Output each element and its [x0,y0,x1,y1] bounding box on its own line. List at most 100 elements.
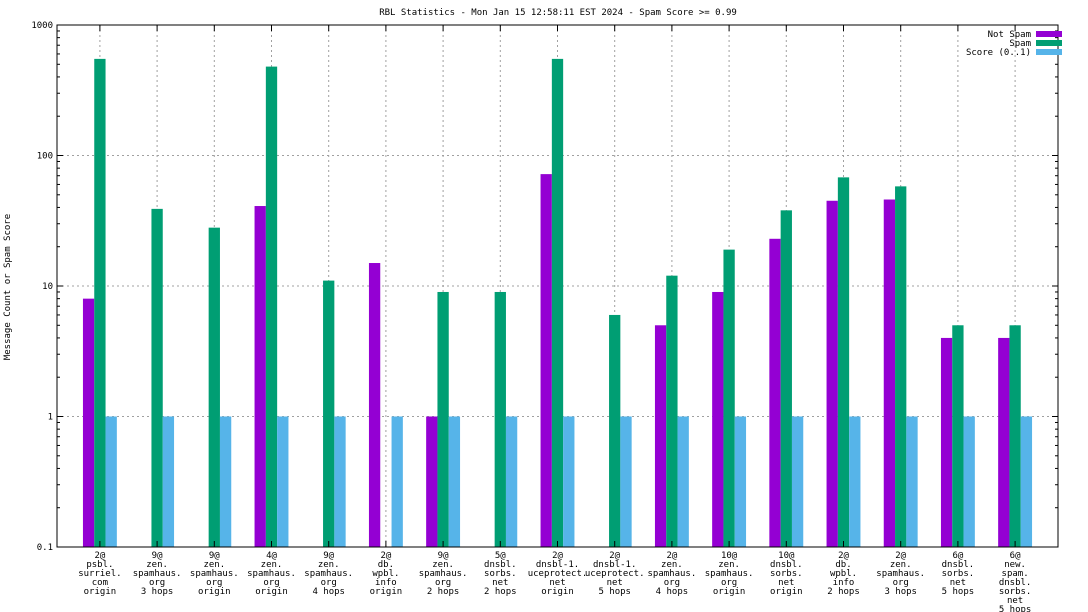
x-tick-label-line: zen. [318,560,340,570]
x-tick-label-line: org [263,578,279,588]
x-tick-label: 9@ zen. spamhaus. org 2 hops [419,551,468,597]
x-tick-label-line: origin [370,587,403,597]
bar-not-spam [368,263,381,547]
x-tick-label-line: 4 hops [312,587,345,597]
x-tick-label-line: net [492,578,508,588]
x-tick-label-line: spamhaus. [304,569,353,579]
x-tick-label: 2@ psbl. surriel. com origin [78,551,121,597]
bar-score-0-1 [791,416,804,547]
y-tick-label: 0.1 [37,543,53,553]
x-tick-label: 2@ dnsbl-1. uceprotect. net origin [528,551,588,597]
x-tick-label-line: sorbs. [484,569,517,579]
x-tick-label-line: spamhaus. [876,569,925,579]
bar-spam [895,186,907,547]
bar-spam [609,314,621,547]
bar-not-spam [82,298,95,547]
bar-spam [265,66,278,547]
bar-spam [551,58,564,547]
x-tick-label: 4@ zen. spamhaus. org origin [247,551,296,597]
x-tick-label-line: org [721,578,737,588]
x-tick-label-line: org [893,578,909,588]
x-tick-label: 10@ dnsbl. sorbs. net origin [770,551,803,597]
bar-score-0-1 [391,416,403,547]
x-tick-label: 9@ zen. spamhaus. org origin [190,551,239,597]
x-tick-label-line: dnsbl-1. [593,560,636,570]
x-tick-label-line: 9@ [152,551,163,561]
x-tick-label-line: sorbs. [770,569,803,579]
bar-score-0-1 [963,416,975,547]
x-tick-label-line: uceprotect. [585,569,645,579]
x-tick-label-line: 6@ [952,551,963,561]
bar-not-spam [254,206,266,547]
x-tick-label: 2@ zen. spamhaus. org 3 hops [876,551,925,597]
legend-label: Score (0..1) [966,48,1031,58]
x-tick-label-line: 2@ [380,551,391,561]
x-tick-label-line: zen. [146,560,168,570]
x-tick-label-line: 10@ [721,551,738,561]
x-tick-label: 9@ zen. spamhaus. org 3 hops [133,551,182,597]
bar-spam [952,325,964,547]
x-tick-label-line: 6@ [1010,551,1021,561]
bar-spam [723,249,735,547]
bar-spam [323,280,335,547]
bar-score-0-1 [162,416,175,547]
x-tick-label-line: db. [378,560,394,570]
bar-score-0-1 [1020,416,1033,547]
bar-spam [1009,325,1021,547]
x-tick-label-line: 5@ [495,551,506,561]
bar-not-spam [883,199,896,547]
bar-spam [494,291,506,547]
bar-not-spam [998,337,1010,547]
bar-score-0-1 [505,416,518,547]
x-tick-label-line: db. [835,560,851,570]
x-tick-label-line: 4@ [266,551,277,561]
x-tick-label-line: 9@ [438,551,449,561]
x-tick-label-line: net [950,578,966,588]
x-tick-label-line: dnsbl. [484,560,517,570]
x-tick-label-line: com [92,578,108,588]
x-tick-label-line: 2 hops [484,587,517,597]
x-tick-label-line: 9@ [209,551,220,561]
x-tick-label-line: 9@ [323,551,334,561]
bar-spam [666,275,678,547]
x-tick-label-line: 3 hops [884,587,917,597]
x-tick-label-line: sorbs. [999,587,1032,597]
bar-not-spam [426,416,438,547]
x-tick-label-line: net [607,578,623,588]
bar-spam [94,58,106,547]
x-tick-label-line: 2@ [895,551,906,561]
x-tick-label-line: zen. [718,560,740,570]
bar-not-spam [940,337,953,547]
bar-score-0-1 [620,416,632,547]
x-tick-label-line: net [1007,596,1023,606]
bar-score-0-1 [563,416,575,547]
x-tick-label-line: info [375,578,397,588]
legend-label: Not Spam [988,30,1031,40]
x-tick-label: 5@ dnsbl. sorbs. net 2 hops [484,551,517,597]
bar-not-spam [654,325,667,547]
x-tick-label-line: 2@ [838,551,849,561]
x-tick-label-line: 5 hops [942,587,975,597]
x-tick-label: 6@ new. spam. dnsbl. sorbs. net 5 hops [999,551,1032,612]
bar-not-spam [769,238,781,548]
x-tick-label-line: net [778,578,794,588]
x-tick-label-line: info [833,578,855,588]
x-tick-label-line: org [206,578,222,588]
x-tick-label-line: 4 hops [656,587,689,597]
x-tick-label-line: origin [84,587,117,597]
x-tick-label-line: org [149,578,165,588]
bar-spam [837,177,850,548]
x-tick-label-line: net [549,578,565,588]
y-tick-label: 100 [37,152,53,162]
x-tick-label-line: 10@ [778,551,795,561]
x-tick-label-line: uceprotect. [528,569,588,579]
x-tick-label: 10@ zen. spamhaus. org origin [705,551,754,597]
bar-spam [208,227,220,547]
x-tick-label-line: zen. [890,560,912,570]
x-tick-label-line: spamhaus. [705,569,754,579]
x-tick-label-line: 2@ [609,551,620,561]
x-tick-label-line: psbl. [86,560,113,570]
